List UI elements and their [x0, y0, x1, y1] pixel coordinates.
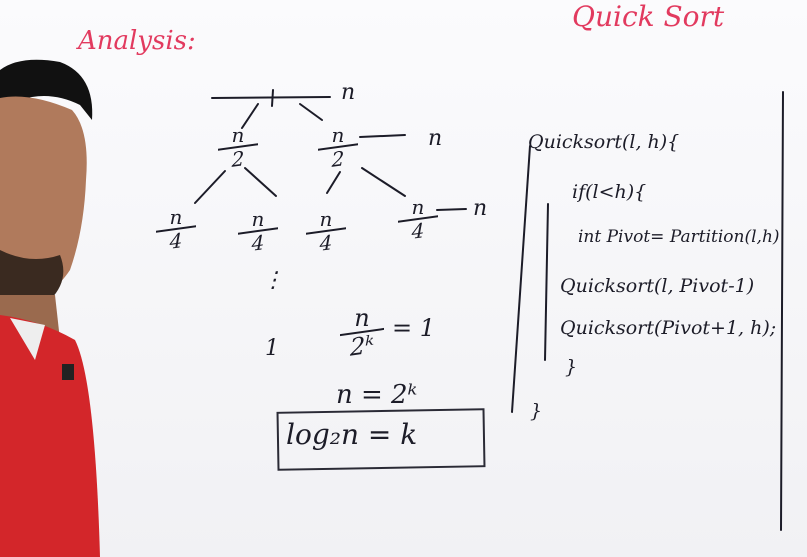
eq1-rhs: = 1 [392, 314, 436, 342]
edge-l2-d [361, 167, 406, 197]
outer-box-line [780, 91, 784, 531]
presenter-face [0, 96, 87, 302]
edge-l2-b [244, 167, 277, 197]
code-line-3: int Pivot= Partition(l,h) [578, 227, 780, 247]
presenter-collar [10, 318, 45, 360]
arrow-right-2 [436, 208, 467, 211]
code-line-7: } [530, 400, 543, 422]
analysis-heading: Analysis: [78, 26, 196, 56]
box-left-bracket [511, 145, 531, 413]
edge-left-1 [241, 103, 259, 129]
code-line-4: Quicksort(l, Pivot-1) [560, 275, 755, 297]
eq2: n = 2ᵏ [336, 380, 418, 410]
presenter-beard [0, 250, 64, 307]
edge-l2-c [326, 171, 341, 194]
code-line-6: } [565, 356, 578, 378]
arrow-right-1 [359, 134, 406, 138]
presenter-mic [62, 364, 74, 380]
level2-cost: n [473, 196, 488, 221]
presenter-hair [0, 59, 93, 120]
edge-right-1 [299, 103, 323, 121]
presenter [0, 59, 100, 557]
root-pivot-tick [271, 89, 274, 107]
eq1-fraction: n 2ᵏ [340, 305, 384, 363]
root-partition-line [211, 96, 331, 99]
eq3-result: log₂n = k [286, 418, 418, 451]
tree-root-cost: n [341, 80, 356, 105]
code-line-5: Quicksort(Pivot+1, h); [560, 317, 777, 339]
edge-l2-a [194, 170, 226, 204]
code-line-2: if(l<h){ [572, 181, 647, 203]
tree-leaf: 1 [265, 336, 279, 361]
presenter-shirt [0, 315, 100, 557]
code-line-1: Quicksort(l, h){ [528, 131, 680, 153]
quick-sort-heading: Quick Sort [572, 0, 725, 33]
level1-cost: n [428, 126, 443, 151]
inner-bracket [544, 203, 549, 361]
tree-ellipsis: ⋮ [262, 268, 284, 293]
